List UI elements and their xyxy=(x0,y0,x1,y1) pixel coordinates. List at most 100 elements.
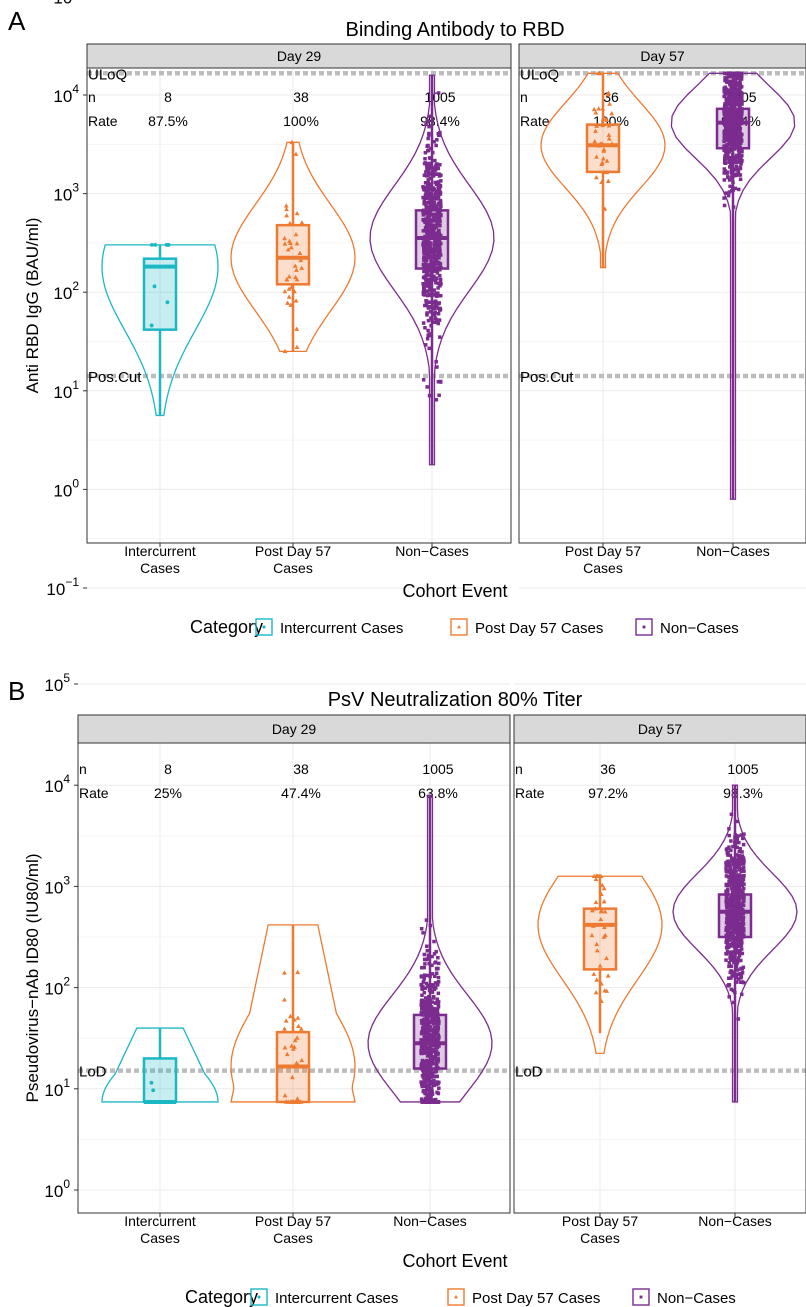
data-point xyxy=(735,902,740,906)
data-point xyxy=(436,1091,441,1096)
data-point xyxy=(428,310,433,314)
data-point xyxy=(740,91,744,96)
data-point xyxy=(434,143,438,148)
data-point xyxy=(724,77,729,82)
data-point xyxy=(730,870,735,875)
legend-key-symbol xyxy=(639,1295,643,1299)
data-point xyxy=(421,290,426,294)
y-tick-label: 102 xyxy=(53,279,79,303)
data-point xyxy=(729,812,734,817)
n-value: 1005 xyxy=(727,761,758,777)
data-point xyxy=(736,879,740,884)
data-point xyxy=(439,173,443,177)
data-point xyxy=(742,832,746,836)
data-point xyxy=(736,834,740,838)
data-point xyxy=(730,903,734,908)
data-point xyxy=(428,202,432,207)
data-point xyxy=(601,934,607,939)
legend-item-post_day57: Post Day 57 Cases xyxy=(450,618,603,637)
data-point xyxy=(424,1071,429,1076)
data-point xyxy=(740,132,744,137)
data-point xyxy=(430,1000,435,1004)
data-point xyxy=(425,186,430,191)
data-point xyxy=(736,886,741,891)
group-post_day57: 38 100% xyxy=(230,89,356,354)
data-point xyxy=(435,260,440,265)
data-point xyxy=(733,73,737,78)
facet-strip xyxy=(513,714,806,744)
data-point xyxy=(735,114,739,119)
data-point xyxy=(724,866,728,871)
data-point xyxy=(733,915,738,919)
data-point xyxy=(425,1068,430,1073)
data-point xyxy=(437,244,442,248)
data-point xyxy=(281,970,287,975)
y-tick-label: 103 xyxy=(53,181,79,205)
data-point xyxy=(423,157,427,161)
data-point xyxy=(736,949,741,953)
data-point xyxy=(438,253,443,257)
data-point xyxy=(422,255,427,260)
data-point xyxy=(738,847,742,851)
data-point xyxy=(433,241,437,245)
data-point xyxy=(727,861,732,866)
data-point xyxy=(727,71,732,76)
data-point xyxy=(735,881,739,886)
data-point xyxy=(426,954,431,958)
data-point xyxy=(285,300,290,305)
data-point xyxy=(426,1059,431,1064)
data-point xyxy=(592,138,598,144)
data-point xyxy=(722,196,726,200)
data-point xyxy=(431,1036,435,1040)
data-point xyxy=(435,1029,440,1033)
data-point xyxy=(427,230,432,234)
data-point xyxy=(733,126,738,131)
data-point xyxy=(730,932,734,936)
data-point xyxy=(427,193,432,197)
data-point xyxy=(738,79,742,84)
data-point xyxy=(606,136,612,141)
data-point xyxy=(424,918,429,922)
data-point xyxy=(420,993,424,998)
data-point xyxy=(722,144,726,148)
data-point xyxy=(733,143,738,148)
data-point xyxy=(431,320,436,324)
facet-border xyxy=(513,742,806,1214)
data-point xyxy=(739,980,743,985)
data-point xyxy=(432,987,437,992)
data-point xyxy=(723,114,727,118)
data-point xyxy=(433,158,437,163)
data-point xyxy=(425,289,430,293)
data-point xyxy=(286,274,292,279)
data-point xyxy=(722,71,727,76)
data-point xyxy=(434,1082,439,1087)
data-point xyxy=(433,303,437,308)
data-point xyxy=(723,137,728,142)
legend-item-label: Post Day 57 Cases xyxy=(475,620,603,637)
data-point xyxy=(435,247,440,251)
data-point xyxy=(428,233,433,237)
violin-outline xyxy=(540,72,666,269)
data-point xyxy=(433,194,438,199)
data-point xyxy=(436,1026,440,1031)
data-point xyxy=(434,225,439,229)
data-point xyxy=(728,866,733,871)
data-point xyxy=(727,112,732,116)
data-point xyxy=(424,240,429,245)
data-point xyxy=(729,137,734,141)
data-point xyxy=(434,1052,438,1056)
y-tick-label: 105 xyxy=(53,0,79,7)
data-point xyxy=(739,77,744,81)
data-point xyxy=(739,888,744,893)
data-point xyxy=(431,195,436,200)
data-point xyxy=(283,203,289,208)
rate-value: 47.4% xyxy=(281,785,321,801)
data-point xyxy=(737,134,741,139)
data-point xyxy=(722,203,727,208)
data-point xyxy=(429,1043,433,1048)
rate-value: 97.2% xyxy=(588,785,628,801)
y-tick-label: 101 xyxy=(44,1076,70,1100)
violin-outline xyxy=(537,875,663,1055)
data-point xyxy=(726,133,730,138)
panel-A: A Binding Antibody to RBD Anti RBD IgG (BA… xyxy=(8,0,806,637)
